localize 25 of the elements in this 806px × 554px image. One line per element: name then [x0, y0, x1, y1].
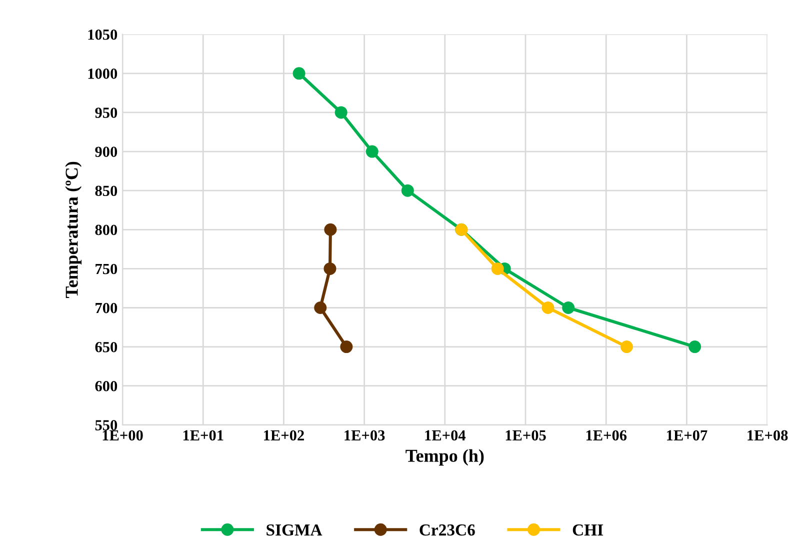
x-tick-label: 1E+03	[344, 430, 385, 441]
y-tick-label: 700	[96, 302, 118, 314]
x-tick-label: 1E+00	[102, 430, 143, 441]
y-tick-label: 950	[95, 108, 118, 118]
y-tick-label: 1000	[88, 68, 118, 79]
y-axis-title: Temperatura (ºC)	[65, 162, 82, 298]
y-tick-label: 800	[95, 224, 118, 236]
legend-label: SIGMA	[266, 524, 322, 536]
y-tick-label: 600	[95, 381, 118, 392]
x-tick-label: 1E+06	[586, 430, 627, 441]
y-tick-label: 750	[96, 264, 118, 274]
x-tick-label: 1E+01	[183, 430, 224, 441]
x-axis-title: Tempo (h)	[406, 449, 484, 466]
legend-label: Cr23C6	[420, 524, 475, 536]
x-tick-label: 1E+05	[506, 430, 546, 441]
x-tick-label: 1E+08	[748, 430, 788, 441]
y-tick-label: 900	[95, 146, 118, 157]
y-tick-label: 550	[95, 420, 118, 430]
y-tick-label: 1050	[88, 29, 118, 40]
legend-label: CHI	[572, 524, 603, 536]
x-tick-label: 1E+07	[667, 430, 708, 441]
y-tick-label: 850	[95, 186, 118, 196]
x-tick-label: 1E+04	[425, 430, 466, 441]
x-tick-label: 1E+02	[264, 430, 304, 441]
y-tick-label: 650	[95, 342, 118, 352]
